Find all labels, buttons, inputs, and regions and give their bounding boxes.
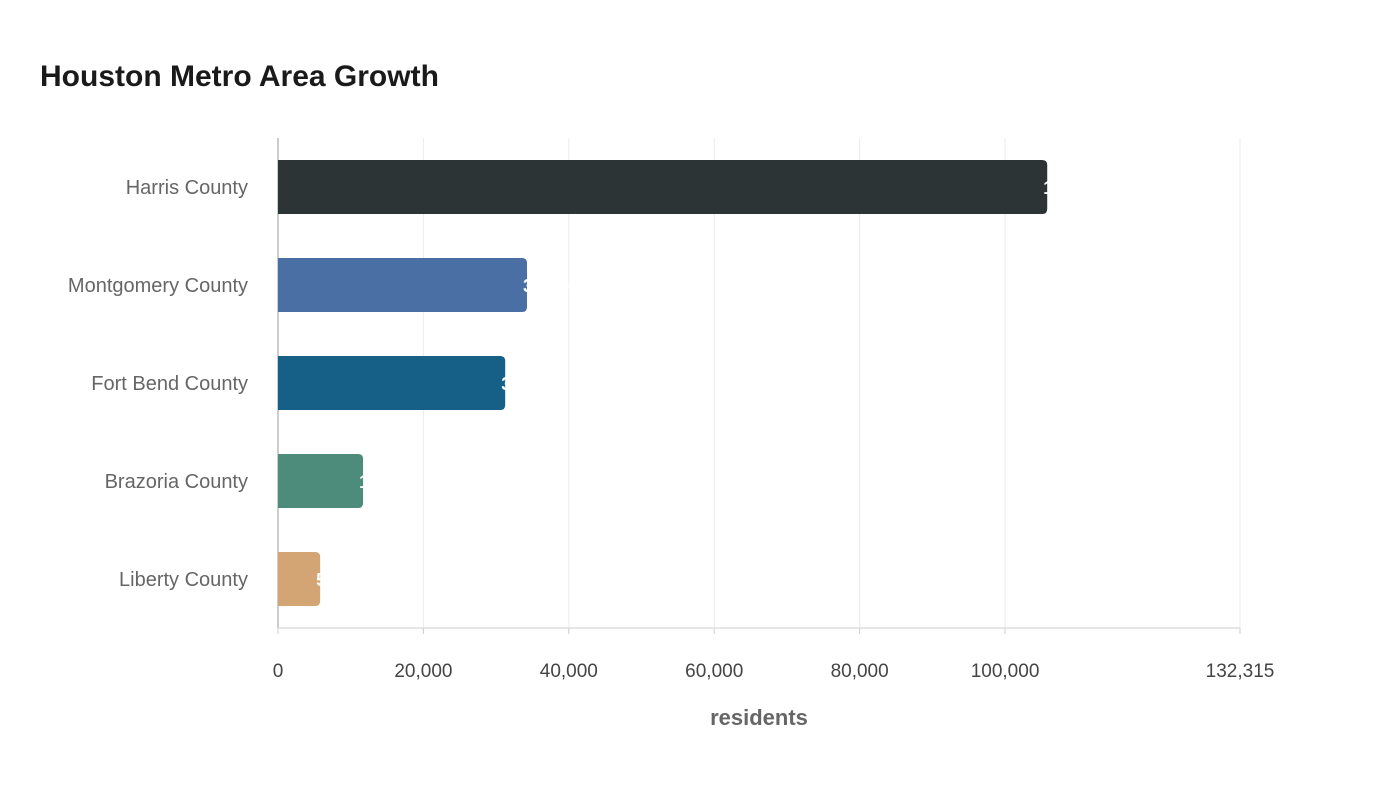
bar-value-label: 31,250 bbox=[501, 374, 556, 394]
x-tick-label: 60,000 bbox=[685, 661, 743, 682]
x-tick-label: 40,000 bbox=[540, 661, 598, 682]
category-label: Brazoria County bbox=[105, 471, 248, 493]
category-label: Fort Bend County bbox=[91, 373, 248, 395]
bar-value-label: 34,250 bbox=[523, 276, 578, 296]
bar bbox=[278, 454, 364, 508]
chart-title: Houston Metro Area Growth bbox=[40, 60, 439, 93]
bar bbox=[278, 552, 321, 606]
x-tick-label: 80,000 bbox=[831, 661, 889, 682]
bar bbox=[278, 356, 506, 410]
bar-value-label: 11,700 bbox=[359, 472, 413, 492]
bar-value-label: 5,800 bbox=[316, 570, 361, 590]
bar bbox=[278, 160, 1048, 214]
category-label: Harris County bbox=[126, 177, 248, 199]
category-label: Liberty County bbox=[119, 569, 248, 591]
x-tick-label: 132,315 bbox=[1206, 661, 1275, 682]
x-tick-label: 0 bbox=[273, 661, 284, 682]
x-tick-label: 100,000 bbox=[971, 661, 1040, 682]
bar-value-label: 105,800 bbox=[1043, 178, 1108, 198]
x-tick-label: 20,000 bbox=[394, 661, 452, 682]
category-label: Montgomery County bbox=[68, 275, 248, 297]
bar bbox=[278, 258, 528, 312]
x-axis-title: residents bbox=[710, 705, 808, 730]
